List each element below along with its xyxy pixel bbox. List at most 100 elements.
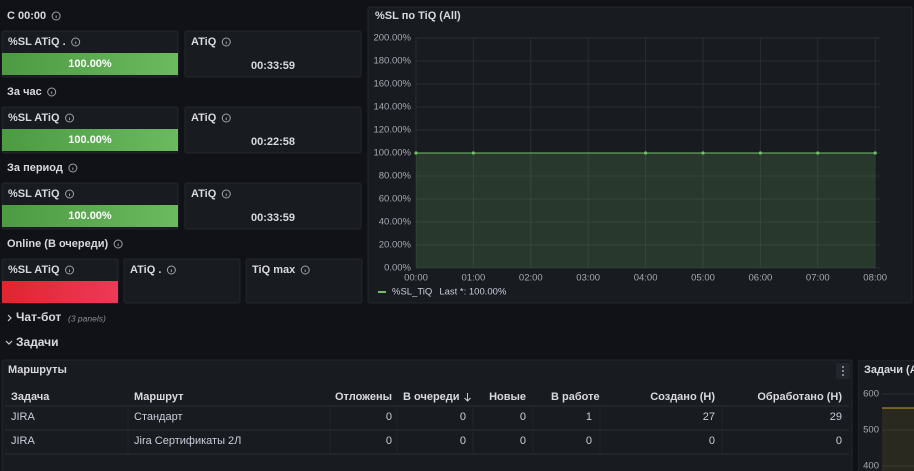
section-title: За период [7,162,63,174]
section-title: За час [7,86,42,98]
chevron-down [5,340,13,345]
sort-arrow [464,393,471,402]
panel [245,258,363,304]
panel-title: %SL ATiQ [8,264,60,276]
table-cell: Jira Сертификаты 2Л [134,435,241,447]
panel [184,106,362,154]
legend-name: %SL_TiQ [392,287,432,298]
menu-dot [842,370,844,372]
y-tick-label: 140.00% [373,102,411,113]
x-tick-label: 08:00 [863,273,887,284]
info-icon[interactable] [47,87,57,97]
data-point [414,151,418,155]
y-tick-label: 500 [863,425,879,436]
column-header[interactable]: В очереди [403,391,460,403]
table-cell: 0 [520,435,526,447]
y-tick-label: 40.00% [379,217,412,228]
series-area [416,153,876,268]
info-icon[interactable] [300,265,310,275]
panel-title: ATiQ [191,112,217,124]
x-tick-label: 06:00 [749,273,773,284]
table-cell: 0 [709,435,715,447]
y-tick-label: 180.00% [373,56,411,67]
x-tick-label: 01:00 [462,273,486,284]
panel-title: Задачи (All [864,364,914,376]
info-icon[interactable] [221,37,231,47]
menu-dot [842,366,844,368]
table-cell: 0 [460,435,466,447]
stat-bar [2,129,178,151]
y-tick-label: 20.00% [379,240,412,251]
x-tick-label: 03:00 [576,273,600,284]
table-cell: 0 [520,411,526,423]
column-header[interactable]: Задача [11,391,50,403]
info-icon[interactable] [221,113,231,123]
column-header[interactable]: В работе [551,391,600,403]
x-tick-label: 00:00 [404,273,428,284]
table-cell: 29 [830,411,842,423]
y-tick-label: 200.00% [373,33,411,44]
stat-bar [2,281,118,303]
table-cell: JIRA [11,411,36,423]
table-cell: 1 [586,411,592,423]
row-title: Чат-бот [16,310,61,324]
info-icon[interactable] [221,189,231,199]
section-title: Online (В очереди) [7,238,108,250]
legend-stat: Last *: 100.00% [439,287,507,298]
stat-value: 100.00% [68,210,112,222]
column-header[interactable]: Отложены [335,391,392,403]
panel-title: %SL по TiQ (All) [375,10,461,22]
section-title: С 00:00 [7,10,46,22]
data-point [873,151,877,155]
panel-title: %SL ATiQ . [8,36,66,48]
data-point [701,151,705,155]
table-cell: 0 [460,411,466,423]
y-tick-label: 160.00% [373,79,411,90]
column-header[interactable]: Создано (Н) [650,391,715,403]
data-point [471,151,475,155]
row-note: (3 panels) [68,313,106,323]
stat-value: 00:33:59 [251,60,295,72]
y-tick-label: 80.00% [379,171,412,182]
table-cell: Стандарт [134,411,183,423]
x-tick-label: 02:00 [519,273,543,284]
table-cell: 0 [836,435,842,447]
x-tick-label: 04:00 [634,273,658,284]
info-icon[interactable] [166,265,176,275]
info-icon[interactable] [65,113,75,123]
info-icon[interactable] [113,239,123,249]
chevron-right [7,314,12,322]
series-area [882,408,914,471]
menu-dot [842,374,844,376]
x-tick-label: 05:00 [691,273,715,284]
column-header[interactable]: Маршрут [134,391,184,403]
panel-title: %SL ATiQ [8,112,60,124]
info-icon[interactable] [68,163,78,173]
data-point [644,151,648,155]
data-point [758,151,763,155]
y-tick-label: 60.00% [379,194,412,205]
stat-value: 00:33:59 [251,212,295,224]
info-icon[interactable] [65,265,75,275]
stat-value: 00:22:58 [251,136,295,148]
panel-title: TiQ max [252,264,296,276]
info-icon[interactable] [71,37,81,47]
y-tick-label: 0.00% [384,263,411,274]
stat-bar [2,53,178,75]
panel [367,6,913,304]
row-title: Задачи [16,335,59,349]
info-icon[interactable] [51,11,61,21]
legend-swatch [378,291,386,293]
info-icon[interactable] [65,189,75,199]
stat-value: 100.00% [68,58,112,70]
panel-title: %SL ATiQ [8,188,60,200]
side-panel: Задачи (All 400 500 600 [858,360,914,471]
y-tick-label: 100.00% [373,148,411,159]
panel [184,182,362,230]
stat-bar [2,205,178,227]
column-header[interactable]: Новые [489,391,526,403]
table-cell: 0 [586,435,592,447]
column-header[interactable]: Обработано (Н) [757,391,842,403]
table-cell: 0 [386,435,392,447]
